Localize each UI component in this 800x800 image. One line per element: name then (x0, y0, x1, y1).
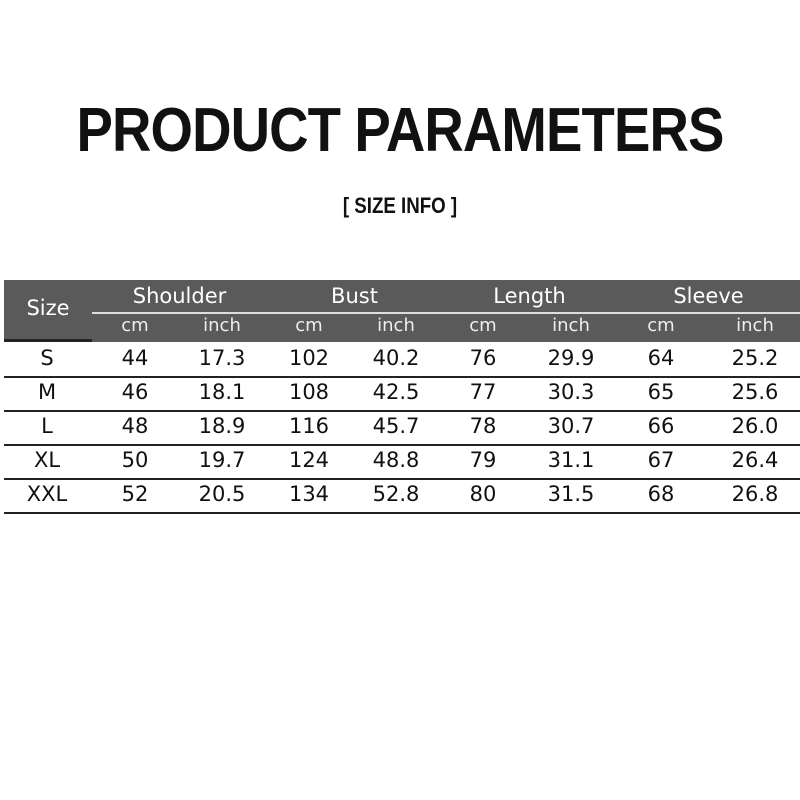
value-cell: 18.1 (198, 380, 246, 404)
value-cell: 78 (469, 414, 497, 438)
value-cell: 65 (647, 380, 675, 404)
value-cell: 64 (647, 346, 675, 370)
value-cell: 76 (469, 346, 497, 370)
group-header: Shoulder (132, 284, 227, 308)
table-row: M 46 18.1 108 42.5 77 30.3 65 25.6 (4, 376, 800, 412)
value-cell: 67 (647, 448, 675, 472)
value-cell: 25.6 (731, 380, 779, 404)
size-header: Size (26, 296, 70, 320)
group-header: Bust (331, 284, 378, 308)
unit-header: cm (121, 315, 149, 336)
value-cell: 18.9 (198, 414, 246, 438)
unit-header: cm (647, 315, 675, 336)
value-cell: 26.0 (731, 414, 779, 438)
value-cell: 116 (288, 414, 330, 438)
size-cell: XXL (26, 482, 68, 506)
value-cell: 45.7 (372, 414, 420, 438)
table-row: S 44 17.3 102 40.2 76 29.9 64 25.2 (4, 342, 800, 378)
table-row: XXL 52 20.5 134 52.8 80 31.5 68 26.8 (4, 478, 800, 514)
header-divider (92, 312, 800, 314)
value-cell: 26.4 (731, 448, 779, 472)
value-cell: 26.8 (731, 482, 779, 506)
value-cell: 31.5 (547, 482, 595, 506)
value-cell: 48.8 (372, 448, 420, 472)
value-cell: 44 (121, 346, 149, 370)
value-cell: 52.8 (372, 482, 420, 506)
page-title: PRODUCT PARAMETERS (76, 96, 725, 165)
value-cell: 52 (121, 482, 149, 506)
unit-header: cm (469, 315, 497, 336)
value-cell: 80 (469, 482, 497, 506)
value-cell: 19.7 (198, 448, 246, 472)
value-cell: 50 (121, 448, 149, 472)
value-cell: 66 (647, 414, 675, 438)
value-cell: 30.3 (547, 380, 595, 404)
value-cell: 30.7 (547, 414, 595, 438)
value-cell: 40.2 (372, 346, 420, 370)
value-cell: 102 (288, 346, 330, 370)
value-cell: 134 (288, 482, 330, 506)
value-cell: 42.5 (372, 380, 420, 404)
group-header: Sleeve (673, 284, 744, 308)
page-subtitle: [ SIZE INFO ] (342, 193, 458, 218)
size-cell: XL (33, 448, 61, 472)
unit-header: inch (377, 315, 415, 336)
value-cell: 108 (288, 380, 330, 404)
value-cell: 29.9 (547, 346, 595, 370)
value-cell: 79 (469, 448, 497, 472)
unit-header: cm (295, 315, 323, 336)
table-row: L 48 18.9 116 45.7 78 30.7 66 26.0 (4, 410, 800, 446)
value-cell: 77 (469, 380, 497, 404)
table-row: XL 50 19.7 124 48.8 79 31.1 67 26.4 (4, 444, 800, 480)
table-header: Size Shoulder Bust Length Sleeve cm inch c… (4, 280, 800, 342)
unit-header: inch (736, 315, 774, 336)
value-cell: 46 (121, 380, 149, 404)
size-cell: M (37, 380, 57, 404)
unit-header: inch (552, 315, 590, 336)
value-cell: 48 (121, 414, 149, 438)
unit-header: inch (203, 315, 241, 336)
value-cell: 31.1 (547, 448, 595, 472)
value-cell: 124 (288, 448, 330, 472)
size-underline (4, 339, 92, 342)
size-cell: S (40, 346, 54, 370)
value-cell: 17.3 (198, 346, 246, 370)
value-cell: 68 (647, 482, 675, 506)
value-cell: 25.2 (731, 346, 779, 370)
value-cell: 20.5 (198, 482, 246, 506)
size-cell: L (41, 414, 53, 438)
group-header: Length (493, 284, 566, 308)
